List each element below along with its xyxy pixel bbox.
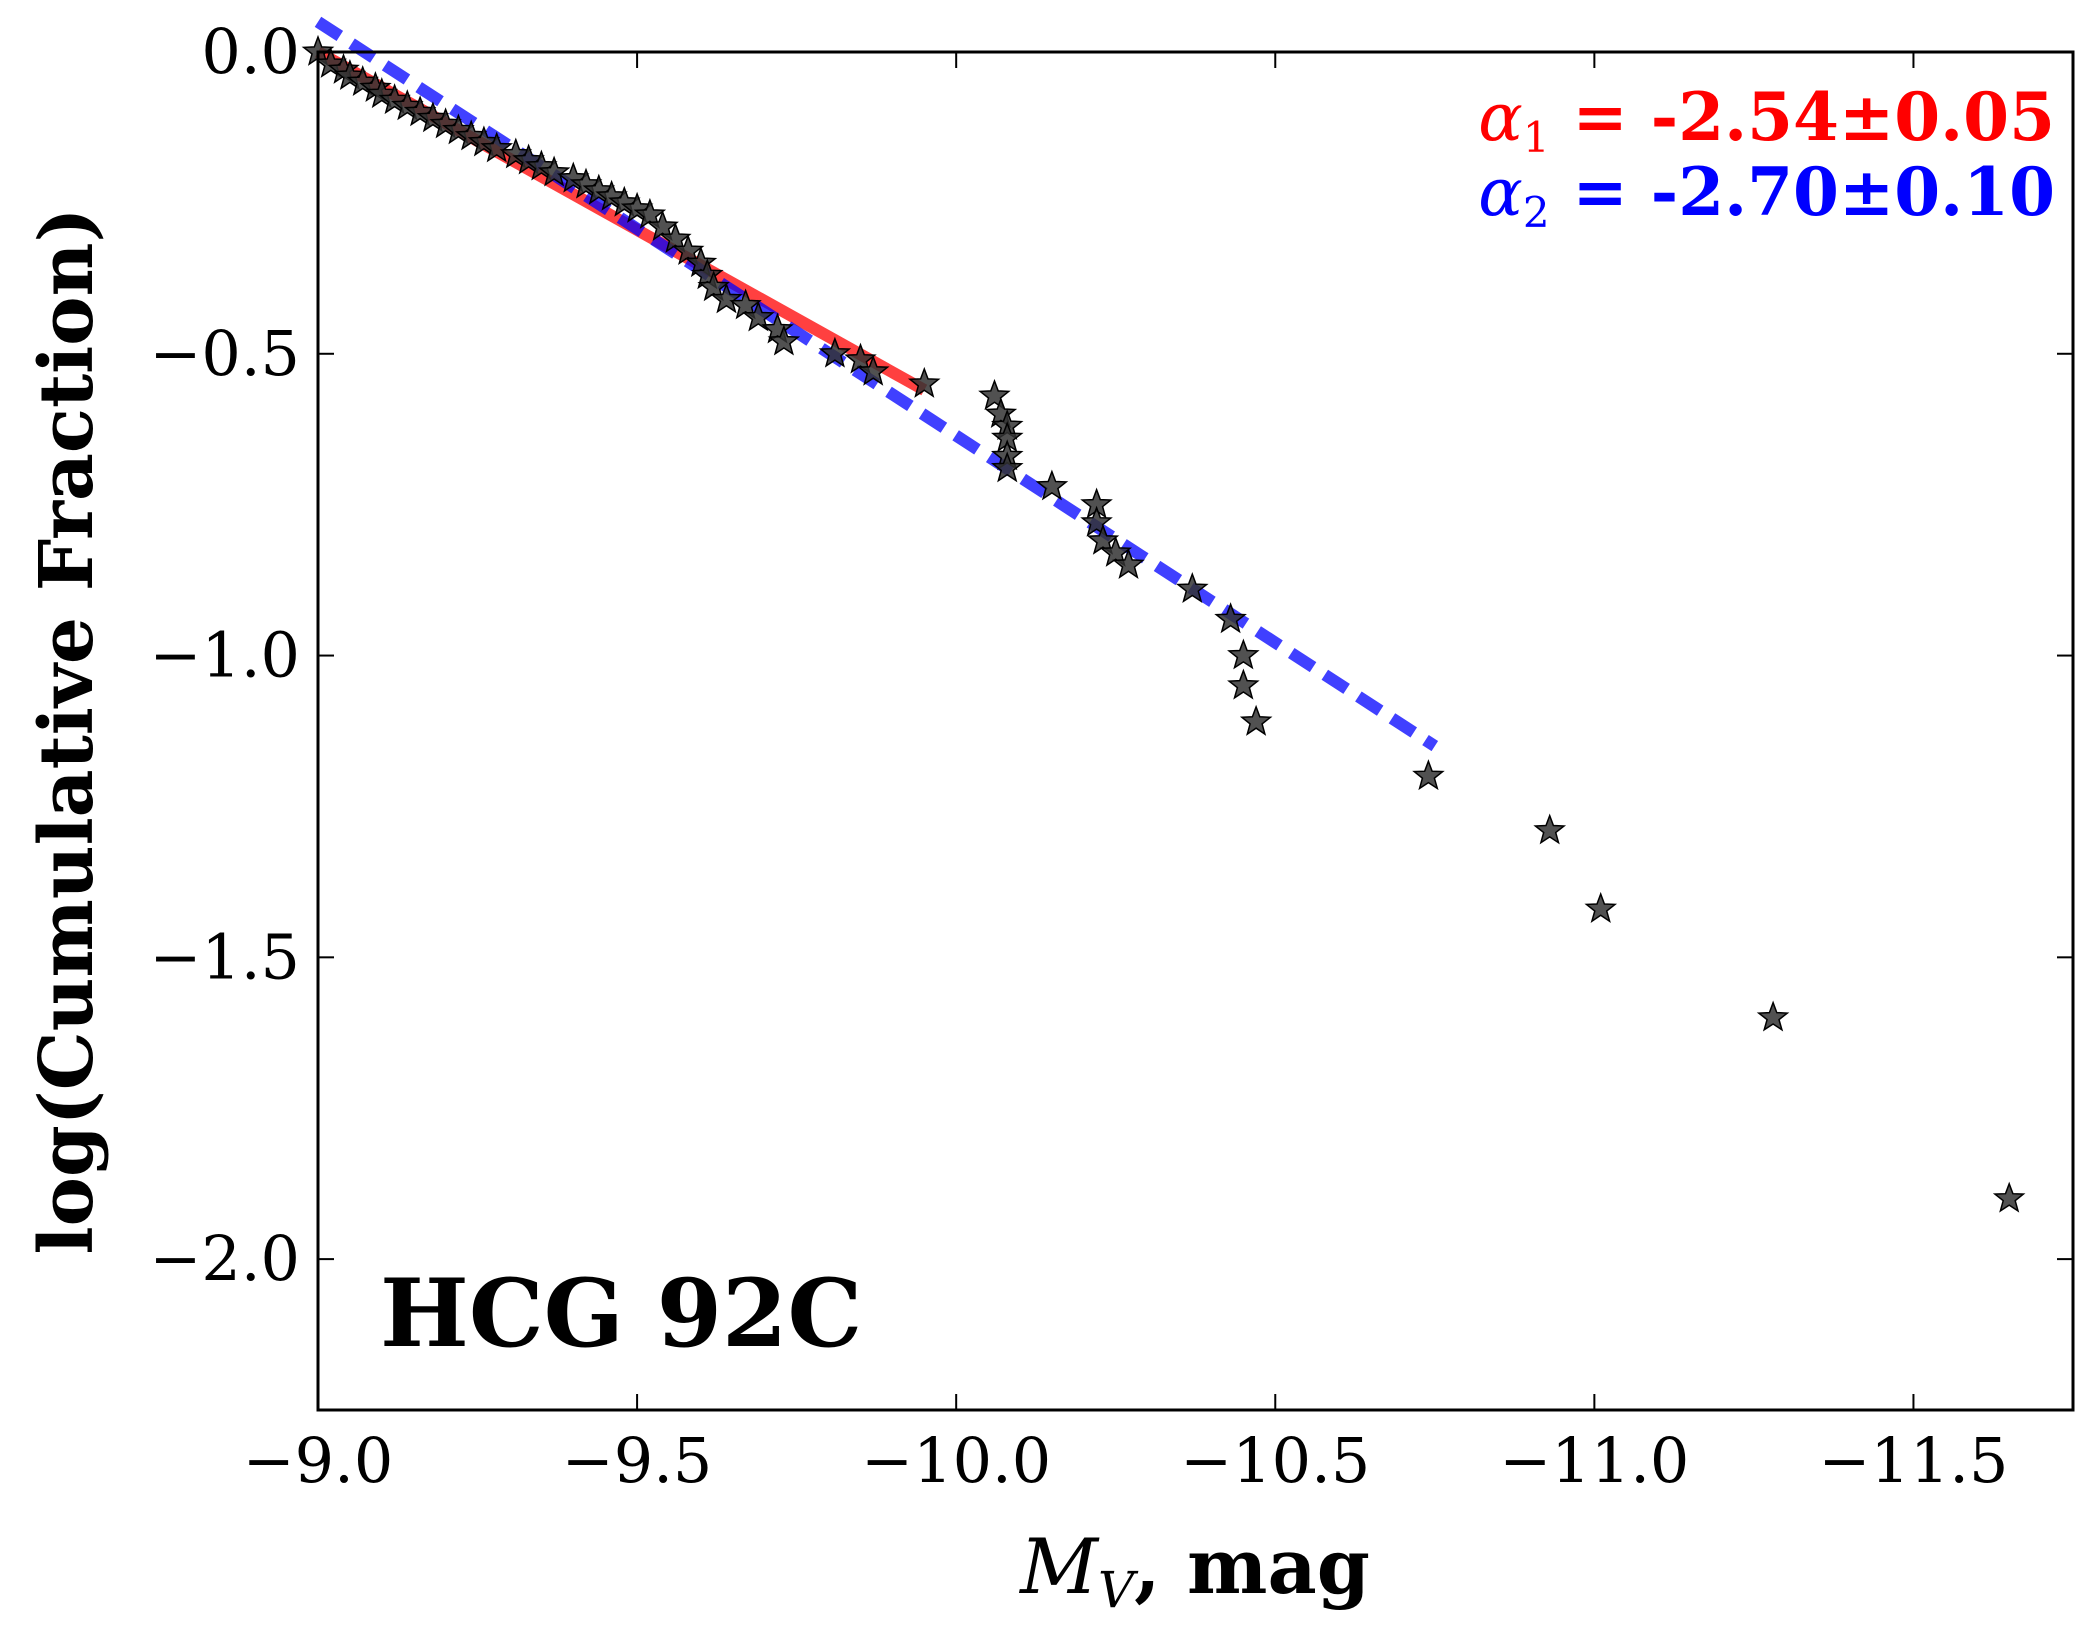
- x-axis-symbol: M: [1018, 1522, 1100, 1611]
- star-marker: [1214, 602, 1247, 634]
- data-points: [301, 34, 2026, 1213]
- star-marker: [1227, 668, 1260, 700]
- star-marker: [1533, 813, 1567, 845]
- star-marker: [990, 451, 1024, 483]
- star-marker: [984, 396, 1018, 429]
- x-tick-label: −10.0: [861, 1424, 1051, 1497]
- alpha-1-subscript: 1: [1523, 113, 1550, 162]
- alpha-1-symbol: α: [1478, 79, 1523, 156]
- plot-area: [301, 16, 2026, 1213]
- star-marker: [907, 366, 941, 398]
- alpha-2-symbol: α: [1478, 154, 1523, 231]
- star-marker: [1239, 704, 1273, 736]
- star-marker: [659, 221, 692, 253]
- x-tick-label: −10.5: [1180, 1424, 1370, 1497]
- star-marker: [818, 336, 852, 368]
- y-tick-label: −1.5: [149, 920, 300, 993]
- alpha-2-fit-line: [314, 16, 1439, 752]
- star-marker: [1584, 891, 1618, 923]
- star-marker: [1227, 638, 1260, 670]
- star-marker: [537, 155, 571, 187]
- star-marker: [646, 209, 679, 241]
- star-marker: [480, 131, 514, 163]
- star-marker: [1412, 759, 1445, 791]
- star-marker: [978, 378, 1011, 410]
- star-marker: [1112, 547, 1145, 579]
- y-tick-label: −2.0: [149, 1222, 300, 1295]
- alpha-1-label: α1 = -2.54±0.05: [1478, 78, 2055, 162]
- alpha-2-subscript: 2: [1523, 188, 1550, 237]
- star-marker: [1099, 535, 1133, 567]
- star-marker: [684, 246, 718, 278]
- star-marker: [690, 258, 724, 290]
- x-axis-unit: , mag: [1134, 1522, 1370, 1611]
- star-marker: [742, 300, 775, 332]
- star-marker: [767, 324, 801, 356]
- star-marker: [697, 270, 730, 302]
- panel-label: HCG 92C: [380, 1259, 862, 1369]
- star-marker: [1086, 523, 1120, 555]
- star-marker: [710, 282, 743, 314]
- star-marker: [633, 197, 667, 229]
- x-tick-label: −9.0: [243, 1424, 394, 1497]
- star-marker: [1035, 469, 1069, 501]
- y-axis-title: log(Cumulative Fraction): [24, 208, 110, 1255]
- x-tick-label: −11.5: [1818, 1424, 2008, 1497]
- star-marker: [856, 354, 890, 386]
- alpha-2-label: α2 = -2.70±0.10: [1478, 153, 2055, 237]
- x-tick-label: −11.0: [1499, 1424, 1689, 1497]
- alpha-1-value: = -2.54±0.05: [1550, 78, 2055, 156]
- star-marker: [844, 342, 877, 374]
- x-axis-title: MV, mag: [1018, 1522, 1370, 1619]
- star-marker: [1756, 1000, 1790, 1032]
- star-marker: [761, 312, 794, 344]
- star-marker: [1175, 572, 1209, 604]
- plot-frame: [316, 50, 2075, 1412]
- y-tick-label: 0.0: [201, 15, 300, 88]
- y-axis-ticks: 0.0 −0.5 −1.0 −1.5 −2.0: [149, 15, 2073, 1295]
- x-axis-subscript: V: [1098, 1561, 1139, 1619]
- star-marker: [671, 234, 705, 266]
- alpha-2-value: = -2.70±0.10: [1550, 153, 2055, 231]
- star-marker: [1992, 1181, 2026, 1213]
- star-marker: [1080, 505, 1113, 537]
- x-tick-label: −9.5: [562, 1424, 713, 1497]
- x-axis-ticks: −9.0 −9.5 −10.0 −10.5 −11.0 −11.5: [243, 52, 2008, 1497]
- y-tick-label: −1.0: [149, 619, 300, 692]
- y-tick-label: −0.5: [149, 317, 300, 390]
- star-marker: [729, 288, 762, 320]
